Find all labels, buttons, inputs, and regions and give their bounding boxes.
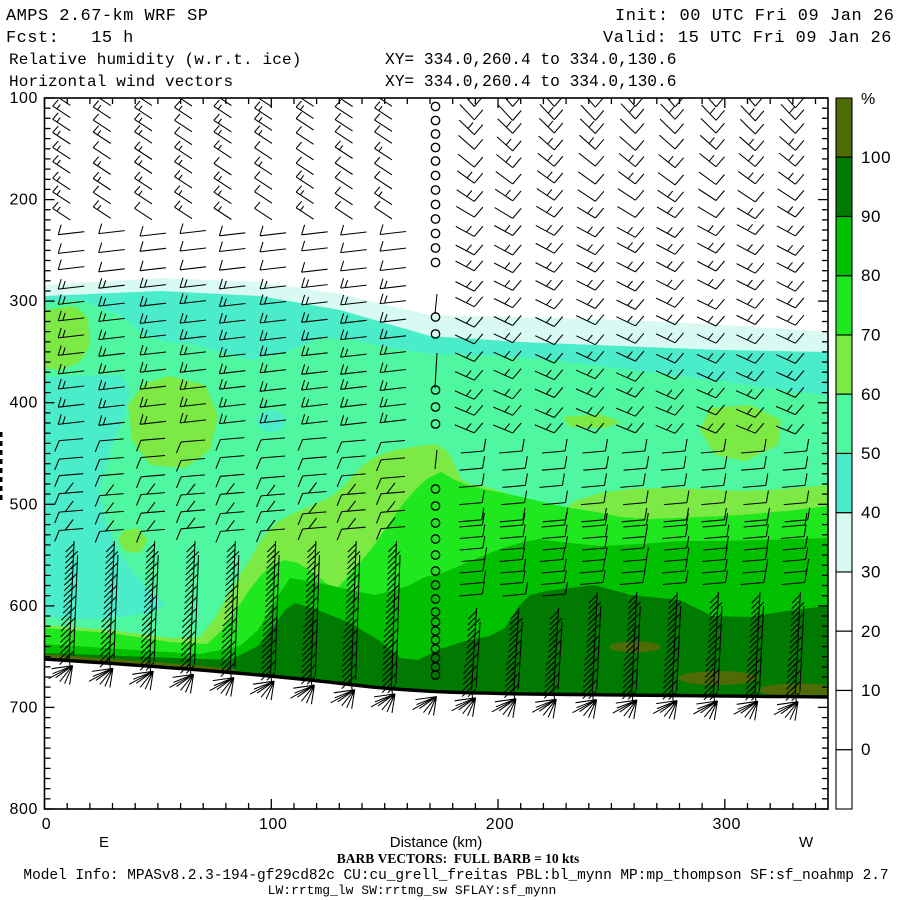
svg-text:BARB VECTORS: FULL BARB = 10: BARB VECTORS: FULL BARB = 10 kts (337, 851, 580, 866)
svg-text:200: 200 (10, 192, 39, 209)
svg-text:Horizontal wind vectors: Horizontal wind vectors (9, 73, 233, 91)
svg-text:60: 60 (861, 385, 881, 404)
svg-text:800: 800 (10, 801, 39, 818)
svg-text:200: 200 (486, 816, 515, 833)
svg-text:0: 0 (861, 740, 871, 759)
svg-text:90: 90 (861, 207, 881, 226)
svg-text:XY= 334.0,260.4 to 334.0,130.6: XY= 334.0,260.4 to 334.0,130.6 (385, 51, 676, 69)
svg-text:0: 0 (42, 816, 52, 833)
svg-text:W: W (799, 834, 814, 851)
svg-text:Init: 00 UTC Fri 09 Jan 26: Init: 00 UTC Fri 09 Jan 26 (615, 7, 895, 26)
svg-text:Relative humidity (w.r.t. ice): Relative humidity (w.r.t. ice) (9, 51, 302, 69)
svg-text:50: 50 (861, 444, 881, 463)
svg-text:Distance (km): Distance (km) (390, 834, 483, 851)
svg-text:700: 700 (10, 699, 39, 716)
svg-text:100: 100 (10, 90, 39, 107)
svg-text:400: 400 (10, 395, 39, 412)
svg-text:Fcst: 15 h: Fcst: 15 h (6, 29, 134, 48)
svg-text:10: 10 (861, 681, 881, 700)
svg-text:100: 100 (259, 816, 288, 833)
svg-text:Valid: 15 UTC Fri 09 Jan 26: Valid: 15 UTC Fri 09 Jan 26 (603, 29, 892, 48)
svg-text:E: E (99, 834, 109, 851)
svg-text:AMPS 2.67-km WRF SP: AMPS 2.67-km WRF SP (6, 7, 208, 26)
svg-text:100: 100 (861, 148, 891, 167)
svg-text:300: 300 (713, 816, 742, 833)
svg-text:LW:rrtmg_lw SW:rrtmg_sw SFLAY:: LW:rrtmg_lw SW:rrtmg_sw SFLAY:sf_mynn (268, 883, 557, 898)
svg-text:70: 70 (861, 326, 881, 345)
svg-text:%: % (861, 91, 875, 108)
svg-text:80: 80 (861, 266, 881, 285)
svg-text:Model Info: MPASv8.2.3-194-gf2: Model Info: MPASv8.2.3-194-gf29cd82c CU:… (23, 868, 888, 884)
svg-text:600: 600 (10, 598, 39, 615)
svg-text:20: 20 (861, 622, 881, 641)
svg-text:30: 30 (861, 563, 881, 582)
svg-text:40: 40 (861, 503, 881, 522)
svg-text:500: 500 (10, 496, 39, 513)
svg-text:300: 300 (10, 293, 39, 310)
svg-text:XY= 334.0,260.4 to 334.0,130.6: XY= 334.0,260.4 to 334.0,130.6 (385, 73, 676, 91)
